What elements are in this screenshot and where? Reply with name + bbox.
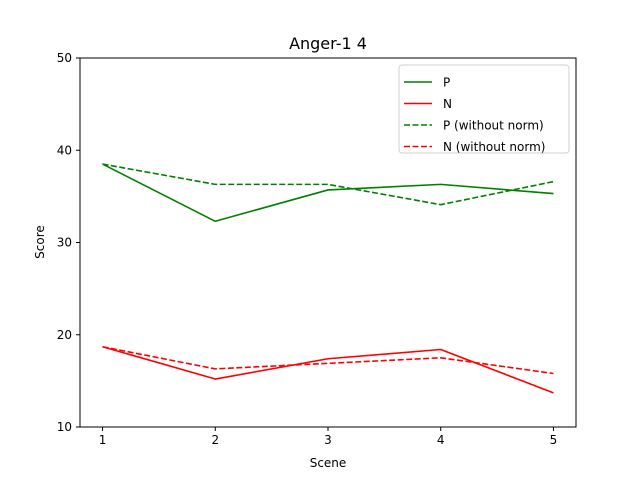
chart-title: Anger-1 4	[289, 34, 367, 53]
series-line-p	[102, 163, 554, 223]
y-tick-label: 30	[57, 236, 72, 250]
x-tick-label: 2	[211, 433, 219, 447]
y-axis-label: Score	[33, 225, 47, 259]
x-tick-label: 5	[550, 433, 558, 447]
y-tick-label: 50	[57, 51, 72, 65]
legend-label: P	[443, 76, 450, 90]
series-line-n	[102, 345, 554, 394]
legend-label: N (without norm)	[443, 140, 545, 154]
x-tick-label: 1	[99, 433, 107, 447]
y-tick-label: 10	[57, 420, 72, 434]
legend-box	[398, 64, 570, 154]
series-line-n-without-norm	[102, 345, 554, 375]
y-axis: 10 20 30 40 50	[57, 51, 80, 434]
y-tick-label: 40	[57, 143, 72, 157]
legend: PN P (without norm) N (without norm)	[398, 64, 570, 154]
x-tick-label: 4	[437, 433, 445, 447]
legend-label: P (without norm)	[443, 119, 544, 133]
series-layer	[102, 163, 554, 394]
x-axis: 1 2 3 4 5	[99, 427, 558, 447]
x-tick-label: 3	[324, 433, 332, 447]
x-axis-label: Scene	[310, 456, 347, 470]
legend-label: N	[443, 97, 452, 111]
y-tick-label: 20	[57, 328, 72, 342]
